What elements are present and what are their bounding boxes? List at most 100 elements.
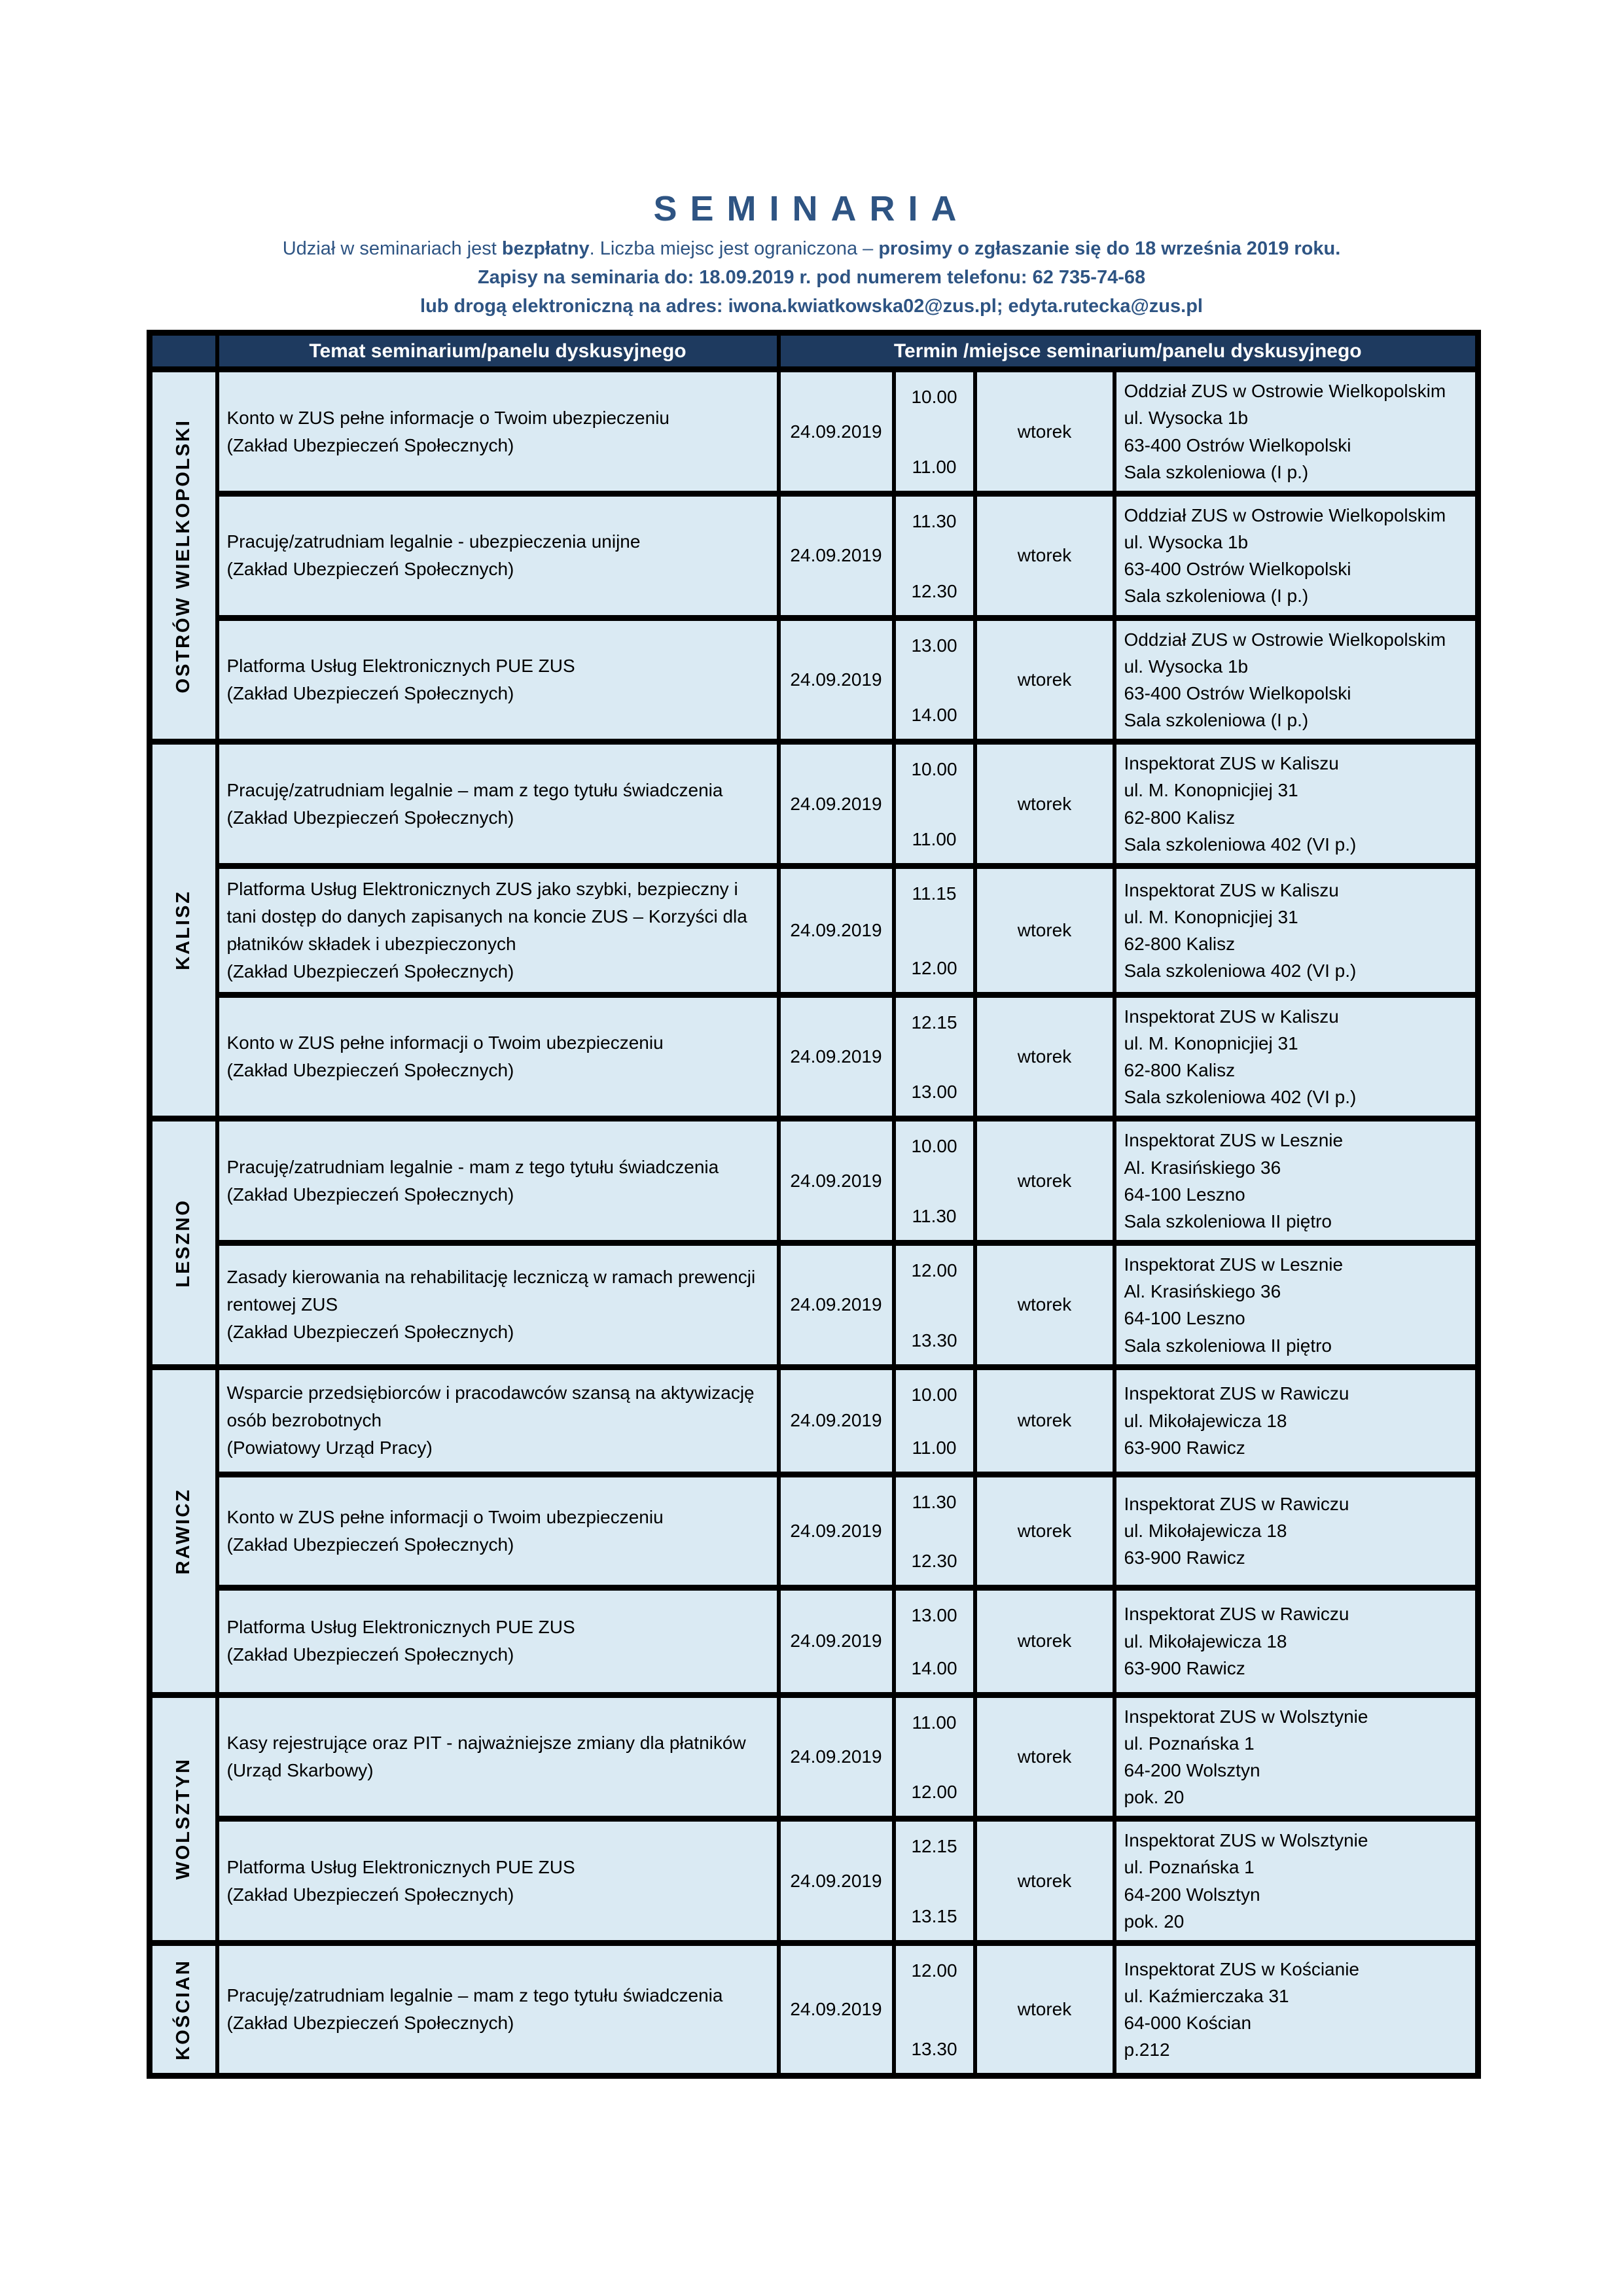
date-cell: 24.09.2019 <box>776 739 896 869</box>
time-cell: 12.15 13.15 <box>891 1816 977 1946</box>
location-cell: Inspektorat ZUS w Kaliszu ul. M. Konopnic… <box>1112 991 1480 1122</box>
time-cell: 11.00 12.00 <box>891 1691 977 1822</box>
topic-title: Konto w ZUS pełne informacje o Twoim ube… <box>226 407 670 428</box>
time-end: 12.30 <box>911 580 957 601</box>
date-cell: 24.09.2019 <box>776 1939 896 2079</box>
topic-org: (Zakład Ubezpieczeń Społecznych) <box>226 1644 514 1665</box>
time-start: 13.00 <box>911 635 957 656</box>
time-cell: 11.15 12.00 <box>891 862 977 998</box>
location-text: Inspektorat ZUS w Kaliszu ul. M. Konopnic… <box>1124 1006 1357 1108</box>
topic-cell: Platforma Usług Elektronicznych PUE ZUS (… <box>215 1816 781 1946</box>
day-cell: wtorek <box>972 1939 1116 2079</box>
time-end: 11.00 <box>912 456 957 477</box>
time-end: 11.00 <box>912 1437 957 1458</box>
region-label: KALISZ <box>173 890 194 971</box>
time-cell: 13.00 14.00 <box>891 1584 977 1698</box>
day-cell: wtorek <box>972 490 1116 621</box>
location-text: Inspektorat ZUS w Kaliszu ul. M. Konopnic… <box>1124 753 1357 855</box>
time-end: 12.00 <box>911 1782 957 1803</box>
day-cell: wtorek <box>972 366 1116 497</box>
intro-line-1-bold: bezpłatny <box>501 238 590 260</box>
topic-cell: Platforma Usług Elektronicznych PUE ZUS (… <box>215 614 781 745</box>
date-cell: 24.09.2019 <box>776 1116 896 1246</box>
topic-cell: Platforma Usług Elektronicznych PUE ZUS (… <box>215 1584 781 1698</box>
intro-line-1-text: Udział w seminariach jest <box>282 238 502 260</box>
time-start: 13.00 <box>911 1604 957 1625</box>
table-row: Platforma Usług Elektronicznych PUE ZUS (… <box>150 1816 1480 1946</box>
time-start: 10.00 <box>911 1384 957 1405</box>
date-cell: 24.09.2019 <box>776 1584 896 1698</box>
topic-org: (Zakład Ubezpieczeń Społecznych) <box>226 1184 514 1205</box>
location-cell: Inspektorat ZUS w Wolsztynie ul. Poznańsk… <box>1112 1691 1480 1822</box>
location-text: Inspektorat ZUS w Lesznie Al. Krasińskieg… <box>1124 1254 1344 1356</box>
day-cell: wtorek <box>972 991 1116 1122</box>
time-start: 10.00 <box>911 387 957 408</box>
location-text: Inspektorat ZUS w Wolsztynie ul. Poznańsk… <box>1124 1706 1368 1808</box>
region-cell: KALISZ <box>147 739 219 1122</box>
date-cell: 24.09.2019 <box>776 991 896 1122</box>
time-start: 10.00 <box>911 1136 957 1157</box>
time-start: 12.15 <box>911 1012 957 1033</box>
region-cell: OSTRÓW WIELKOPOLSKI <box>147 366 219 745</box>
topic-cell: Zasady kierowania na rehabilitację leczn… <box>215 1240 781 1370</box>
location-text: Inspektorat ZUS w Wolsztynie ul. Poznańsk… <box>1124 1830 1368 1932</box>
topic-org: (Zakład Ubezpieczeń Społecznych) <box>226 1322 514 1343</box>
topic-org: (Powiatowy Urząd Pracy) <box>226 1438 433 1458</box>
table-row: RAWICZ Wsparcie przedsiębiorców i pracod… <box>147 1364 1480 1698</box>
time-cell: 11.30 12.30 <box>891 490 977 621</box>
location-cell: Inspektorat ZUS w Rawiczu ul. Mikołajewic… <box>1112 1364 1480 1477</box>
date-cell: 24.09.2019 <box>776 1240 896 1370</box>
location-text: Oddział ZUS w Ostrowie Wielkopolskim ul. … <box>1124 381 1446 482</box>
location-cell: Inspektorat ZUS w Kaliszu ul. M. Konopnic… <box>1112 739 1480 869</box>
location-cell: Inspektorat ZUS w Rawiczu ul. Mikołajewic… <box>1112 1471 1480 1591</box>
table-row: Zasady kierowania na rehabilitację leczn… <box>150 1240 1480 1370</box>
day-cell: wtorek <box>972 1471 1116 1591</box>
region-cell: KOŚCIAN <box>147 1939 219 2079</box>
time-end: 12.30 <box>911 1550 957 1571</box>
topic-title: Pracuję/zatrudniam legalnie - mam z tego… <box>226 1156 719 1177</box>
time-cell: 12.00 13.30 <box>891 1240 977 1370</box>
intro-line-1: Udział w seminariach jest bezpłatny. Lic… <box>79 234 1544 263</box>
topic-org: (Zakład Ubezpieczeń Społecznych) <box>226 807 514 828</box>
table-header-row: Temat seminarium/panelu dyskusyjnego Ter… <box>147 330 1480 373</box>
topic-org: (Zakład Ubezpieczeń Społecznych) <box>226 434 514 455</box>
time-end: 14.00 <box>911 1657 957 1678</box>
region-label: LESZNO <box>173 1198 194 1288</box>
location-cell: Inspektorat ZUS w Kościanie ul. Kaźmiercz… <box>1112 1939 1480 2079</box>
day-cell: wtorek <box>972 1691 1116 1822</box>
topic-title: Zasady kierowania na rehabilitację leczn… <box>226 1267 756 1315</box>
intro-line-1-text2: . Liczba miejsc jest ograniczona – <box>589 238 879 260</box>
location-cell: Inspektorat ZUS w Rawiczu ul. Mikołajewic… <box>1112 1584 1480 1698</box>
region-cell: LESZNO <box>147 1116 219 1370</box>
table-row: Platforma Usług Elektronicznych PUE ZUS (… <box>150 614 1480 745</box>
location-cell: Oddział ZUS w Ostrowie Wielkopolskim ul. … <box>1112 366 1480 497</box>
topic-title: Pracuję/zatrudniam legalnie – mam z tego… <box>226 779 723 800</box>
day-cell: wtorek <box>972 862 1116 998</box>
date-cell: 24.09.2019 <box>776 1471 896 1591</box>
topic-org: (Zakład Ubezpieczeń Społecznych) <box>226 559 514 580</box>
time-start: 12.15 <box>911 1836 957 1857</box>
header-termin: Termin /miejsce seminarium/panelu dyskus… <box>776 330 1480 373</box>
topic-title: Platforma Usług Elektronicznych ZUS jako… <box>226 878 747 954</box>
time-cell: 12.15 13.00 <box>891 991 977 1122</box>
location-text: Inspektorat ZUS w Rawiczu ul. Mikołajewic… <box>1124 1383 1349 1458</box>
location-text: Inspektorat ZUS w Kaliszu ul. M. Konopnic… <box>1124 879 1357 981</box>
location-cell: Oddział ZUS w Ostrowie Wielkopolskim ul. … <box>1112 614 1480 745</box>
time-end: 13.30 <box>911 2038 957 2059</box>
table-row: Platforma Usług Elektronicznych PUE ZUS (… <box>150 1584 1480 1698</box>
location-cell: Inspektorat ZUS w Lesznie Al. Krasińskieg… <box>1112 1240 1480 1370</box>
location-text: Oddział ZUS w Ostrowie Wielkopolskim ul. … <box>1124 504 1446 607</box>
table-row: WOLSZTYN Kasy rejestrujące oraz PIT - na… <box>147 1691 1480 1946</box>
date-cell: 24.09.2019 <box>776 1364 896 1477</box>
time-end: 11.00 <box>912 828 957 849</box>
location-text: Oddział ZUS w Ostrowie Wielkopolskim ul. … <box>1124 629 1446 731</box>
topic-org: (Zakład Ubezpieczeń Społecznych) <box>226 1534 514 1555</box>
time-end: 13.00 <box>911 1082 957 1103</box>
topic-title: Platforma Usług Elektronicznych PUE ZUS <box>226 655 575 676</box>
day-cell: wtorek <box>972 1116 1116 1246</box>
topic-org: (Zakład Ubezpieczeń Społecznych) <box>226 1060 514 1081</box>
table-row: Konto w ZUS pełne informacji o Twoim ube… <box>150 991 1480 1122</box>
topic-title: Wsparcie przedsiębiorców i pracodawców s… <box>226 1383 755 1431</box>
location-text: Inspektorat ZUS w Rawiczu ul. Mikołajewic… <box>1124 1493 1349 1568</box>
